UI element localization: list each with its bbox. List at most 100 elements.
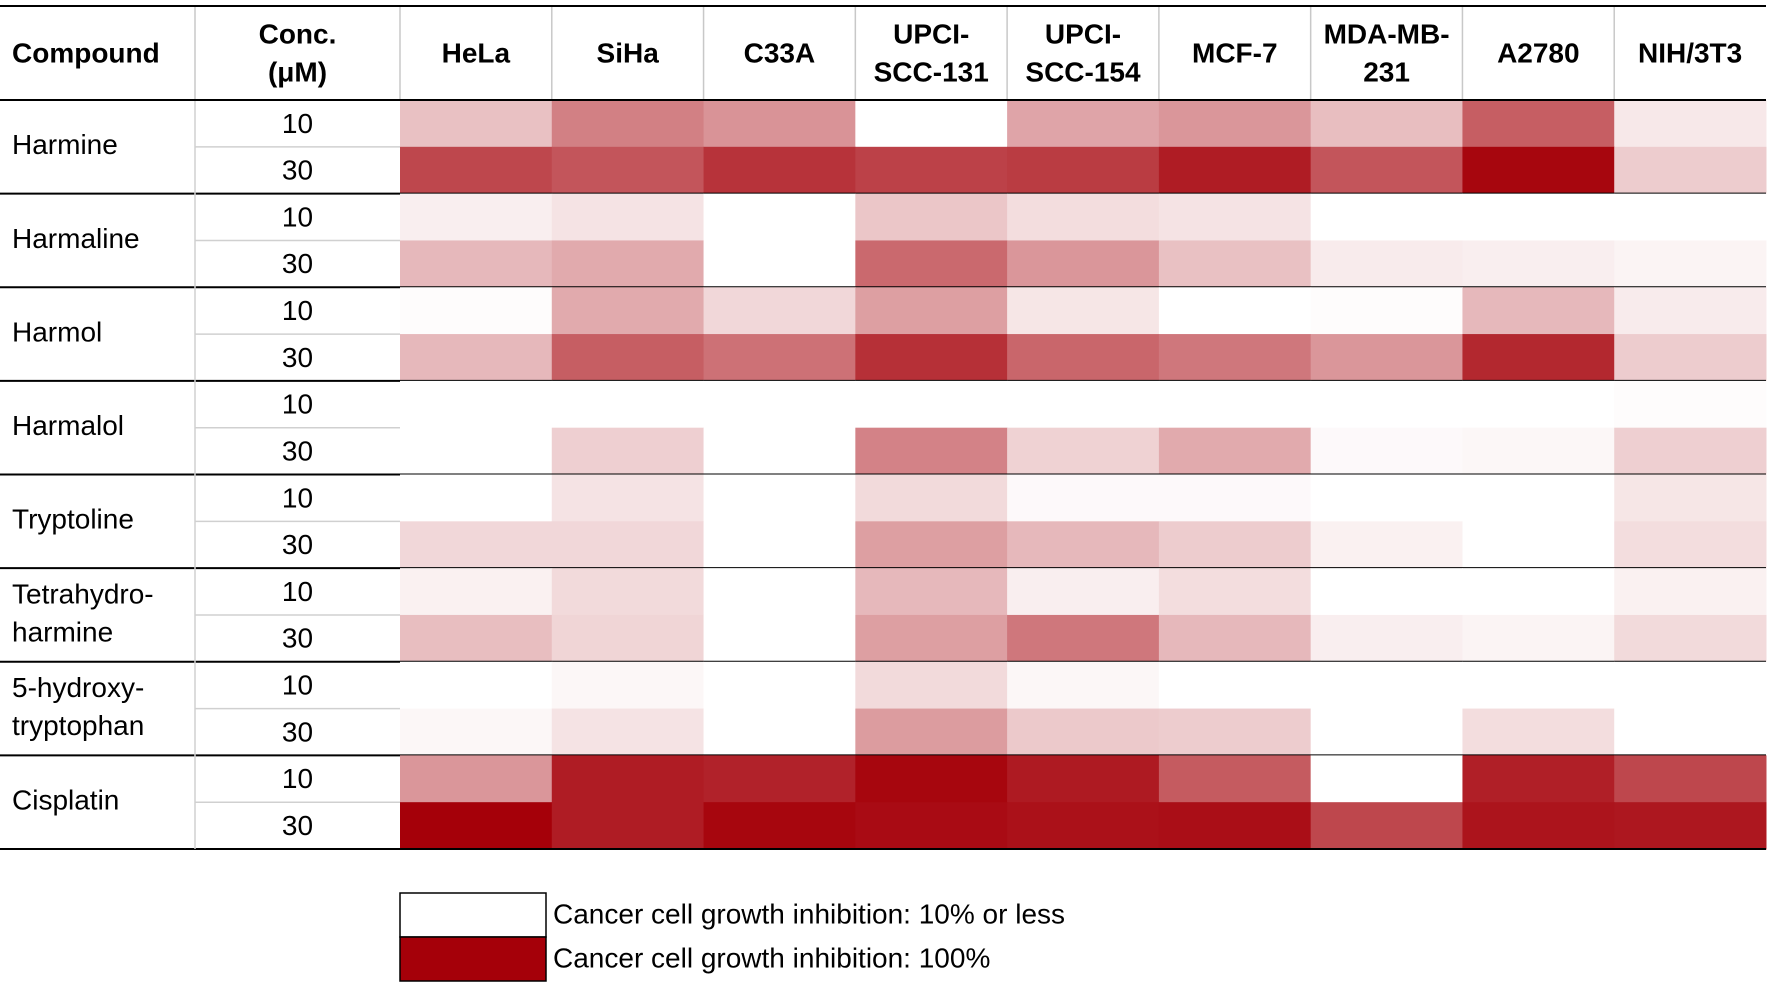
- heat-cell: [1614, 193, 1767, 241]
- heat-cell: [1614, 802, 1767, 850]
- heat-cell: [400, 474, 553, 522]
- heat-cell: [1310, 802, 1463, 850]
- heat-cell: [1614, 427, 1767, 475]
- heat-cell: [1462, 287, 1615, 335]
- heat-cell: [1158, 802, 1312, 850]
- heat-cell: [400, 802, 553, 850]
- column-header: (μM): [268, 56, 327, 87]
- heat-cell: [1462, 380, 1615, 429]
- heat-cell: [1310, 146, 1463, 195]
- concentration: 30: [282, 248, 313, 279]
- heat-cell: [400, 240, 553, 288]
- heat-cell: [400, 614, 553, 663]
- heat-cell: [1158, 334, 1312, 382]
- heat-cell: [400, 334, 553, 382]
- heat-cell: [1158, 100, 1312, 148]
- concentration: 10: [282, 389, 313, 420]
- heat-cell: [1007, 193, 1160, 241]
- heat-cell: [400, 568, 553, 616]
- heat-cell: [551, 802, 705, 850]
- heat-cell: [1462, 708, 1615, 756]
- column-header: SiHa: [597, 37, 660, 68]
- heat-cell: [1462, 474, 1615, 522]
- concentration: 30: [282, 623, 313, 654]
- legend-swatch: [399, 936, 547, 982]
- heat-cell: [400, 100, 553, 148]
- heat-cell: [855, 661, 1008, 710]
- column-header: UPCI-: [893, 18, 969, 49]
- heat-cell: [703, 427, 856, 475]
- heat-cell: [1614, 100, 1767, 148]
- heat-cell: [400, 287, 553, 335]
- heat-cell: [703, 240, 856, 288]
- compound-name: Harmol: [12, 316, 102, 347]
- heat-cell: [1310, 568, 1463, 616]
- compound-name: Harmaline: [12, 223, 140, 254]
- heat-cell: [1462, 334, 1615, 382]
- heat-cell: [1462, 193, 1615, 241]
- heat-cell: [855, 427, 1008, 475]
- heat-cell: [855, 146, 1008, 195]
- heat-cell: [1310, 287, 1463, 335]
- heat-cell: [551, 568, 705, 616]
- heat-cell: [703, 474, 856, 522]
- heat-cell: [1007, 661, 1160, 710]
- heat-cell: [1007, 614, 1160, 663]
- heat-cell: [400, 708, 553, 756]
- heat-cell: [551, 661, 705, 710]
- heat-cell: [1614, 521, 1767, 569]
- heat-cell: [1310, 661, 1463, 710]
- heat-cell: [1310, 474, 1463, 522]
- legend-label: Cancer cell growth inhibition: 100%: [553, 942, 990, 973]
- heat-cell: [1158, 193, 1312, 241]
- heat-cell: [1007, 521, 1160, 569]
- column-header: 231: [1363, 56, 1410, 87]
- heat-cell: [551, 427, 705, 475]
- heat-cell: [1007, 380, 1160, 429]
- heat-cell: [1007, 334, 1160, 382]
- concentration: 10: [282, 763, 313, 794]
- heat-cell: [1310, 521, 1463, 569]
- heat-cell: [1614, 240, 1767, 288]
- heat-cell: [400, 427, 553, 475]
- legend-label: Cancer cell growth inhibition: 10% or le…: [553, 898, 1065, 929]
- column-header: C33A: [744, 37, 816, 68]
- concentration: 30: [282, 155, 313, 186]
- heat-cell: [1310, 240, 1463, 288]
- heat-cell: [703, 193, 856, 241]
- heat-cell: [855, 380, 1008, 429]
- heat-cell: [703, 568, 856, 616]
- heat-cell: [1310, 708, 1463, 756]
- heat-cell: [1310, 380, 1463, 429]
- heat-cell: [1007, 146, 1160, 195]
- heat-cell: [551, 100, 705, 148]
- heat-cell: [855, 474, 1008, 522]
- heat-cell: [1007, 755, 1160, 803]
- concentration: 10: [282, 201, 313, 232]
- heat-cell: [855, 802, 1008, 850]
- heat-cell: [703, 755, 856, 803]
- heat-cell: [703, 614, 856, 663]
- heat-cell: [1614, 708, 1767, 756]
- heat-cell: [1614, 334, 1767, 382]
- heat-cell: [1462, 100, 1615, 148]
- heat-cell: [1007, 100, 1160, 148]
- heat-cell: [1007, 708, 1160, 756]
- concentration: 30: [282, 716, 313, 747]
- column-header: MDA-MB-: [1324, 18, 1450, 49]
- heat-cell: [1158, 708, 1312, 756]
- compound-name: harmine: [12, 616, 113, 647]
- heat-cell: [551, 708, 705, 756]
- concentration: 10: [282, 108, 313, 139]
- heat-cell: [703, 146, 856, 195]
- compound-name: Harmalol: [12, 410, 124, 441]
- heat-cell: [1007, 802, 1160, 850]
- heat-cell: [551, 146, 705, 195]
- column-header: A2780: [1497, 37, 1580, 68]
- column-header: SCC-154: [1025, 56, 1141, 87]
- heat-cell: [551, 521, 705, 569]
- column-header: UPCI-: [1045, 18, 1121, 49]
- heat-cell: [1310, 334, 1463, 382]
- heat-cell: [400, 146, 553, 195]
